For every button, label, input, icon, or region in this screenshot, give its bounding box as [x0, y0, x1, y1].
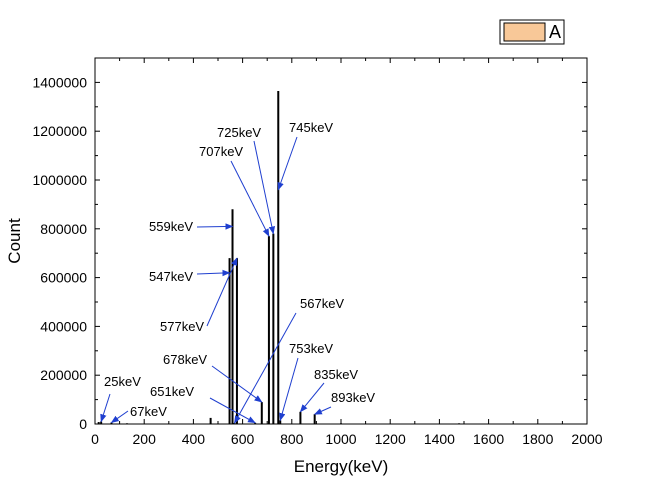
- y-tick-label: 400000: [40, 318, 87, 334]
- annotation-arrow-745kev: [277, 136, 298, 191]
- bars: [97, 90, 475, 424]
- annotation-label-25kev: 25keV: [104, 374, 141, 389]
- annotation-arrow-753kev: [279, 357, 299, 422]
- y-tick-label: 1400000: [32, 74, 87, 90]
- y-tick-label: 1200000: [32, 123, 87, 139]
- y-tick-label: 200000: [40, 367, 87, 383]
- annotation-label-559kev: 559keV: [149, 219, 193, 234]
- annotation-arrow-651kev: [209, 397, 256, 424]
- annotation-label-577kev: 577keV: [160, 319, 204, 334]
- annotation-arrow-67kev: [110, 410, 129, 423]
- x-tick-label: 1400: [424, 431, 455, 447]
- annotation-label-67kev: 67keV: [130, 404, 167, 419]
- annotation-arrow-559kev: [196, 223, 234, 230]
- y-tick-label: 0: [79, 416, 87, 432]
- annotation-label-651kev: 651keV: [150, 384, 194, 399]
- annotations: 25keV 67keV 651keV 678keV 577keV 547keV 559keV…: [100, 120, 375, 424]
- y-tick-label: 1000000: [32, 172, 87, 188]
- annotation-label-745kev: 745keV: [289, 120, 333, 135]
- annotation-arrow-725kev: [253, 140, 276, 235]
- annotation-label-753kev: 753keV: [289, 341, 333, 356]
- x-tick-label: 2000: [571, 431, 602, 447]
- annotation-arrow-25kev: [100, 393, 111, 423]
- y-tick-label: 800000: [40, 221, 87, 237]
- x-tick-label: 800: [280, 431, 304, 447]
- annotation-label-678kev: 678keV: [163, 352, 207, 367]
- x-tick-label: 0: [91, 431, 99, 447]
- x-tick-label: 600: [231, 431, 255, 447]
- annotation-label-547kev: 547keV: [149, 269, 193, 284]
- legend-swatch: [503, 22, 546, 42]
- annotation-label-567kev: 567keV: [300, 296, 344, 311]
- legend: A: [499, 19, 565, 45]
- x-tick-label: 200: [133, 431, 157, 447]
- annotation-label-707kev: 707keV: [199, 144, 243, 159]
- annotation-arrow-707kev: [230, 160, 270, 237]
- annotation-arrow-835kev: [299, 382, 325, 413]
- x-tick-label: 1800: [522, 431, 553, 447]
- annotation-arrow-893kev: [313, 406, 332, 415]
- legend-label: A: [549, 22, 561, 42]
- x-axis: 0 200 400 600 800 1000 1200 1400 1600 1800 2000: [91, 58, 603, 447]
- y-tick-label: 600000: [40, 270, 87, 286]
- annotation-label-893kev: 893keV: [331, 390, 375, 405]
- annotation-label-725kev: 725keV: [217, 125, 261, 140]
- x-tick-label: 1600: [473, 431, 504, 447]
- annotation-arrow-577kev: [206, 257, 238, 327]
- x-axis-title: Energy(keV): [294, 457, 388, 476]
- annotation-label-835kev: 835keV: [314, 367, 358, 382]
- annotation-arrow-678kev: [211, 365, 263, 403]
- x-tick-label: 1000: [325, 431, 356, 447]
- y-axis: 0 200000 400000 600000 800000 1000000 1200000 1…: [32, 57, 587, 432]
- y-axis-title: Count: [5, 218, 24, 264]
- x-tick-label: 1200: [375, 431, 406, 447]
- x-tick-label: 400: [182, 431, 206, 447]
- annotation-arrow-547kev: [196, 269, 231, 277]
- annotation-arrow-567kev: [234, 312, 297, 424]
